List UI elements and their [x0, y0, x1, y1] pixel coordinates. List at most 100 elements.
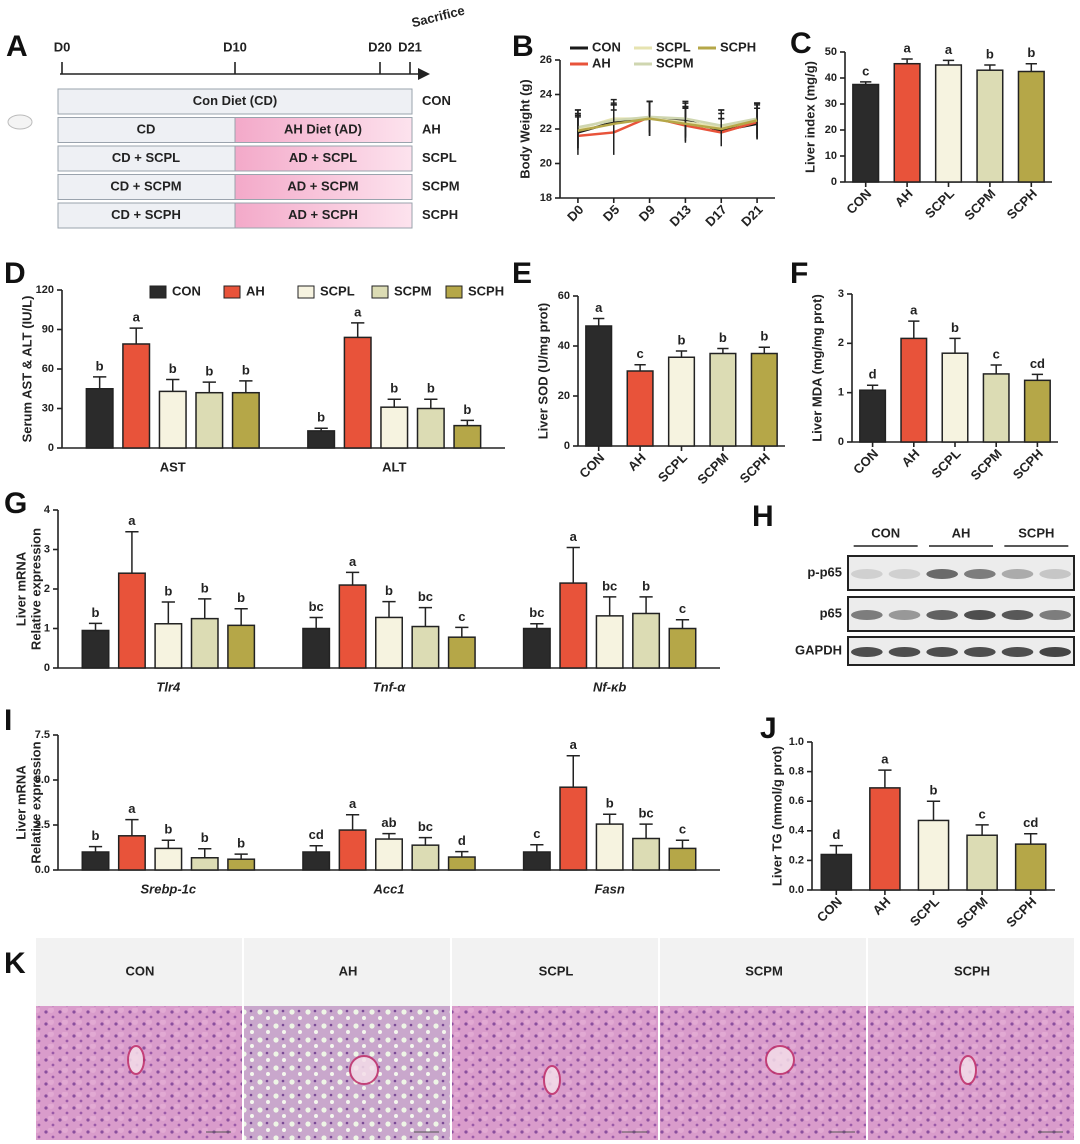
bar	[307, 430, 336, 449]
group-label: SCPH	[954, 963, 990, 978]
significance-label: a	[354, 304, 362, 319]
diet-box	[234, 202, 413, 229]
y-tick-label: 7.5	[35, 729, 50, 741]
y-tick-label: 3	[838, 288, 844, 300]
error-bar	[202, 381, 216, 393]
y-tick-label: 30	[825, 98, 837, 110]
bar	[852, 83, 880, 183]
error-bar	[942, 59, 955, 65]
bar	[117, 835, 146, 871]
bar	[982, 373, 1010, 443]
x-tick-label: D13	[666, 202, 693, 229]
significance-label: cd	[1030, 356, 1045, 371]
row-label: p65	[820, 605, 842, 620]
bar	[411, 844, 440, 871]
y-tick-label: 50	[825, 46, 837, 58]
bar	[375, 616, 403, 669]
bar	[893, 62, 921, 183]
error-bar	[424, 398, 438, 409]
significance-label: c	[458, 609, 465, 624]
diet-box	[57, 88, 413, 115]
x-tick-label: SCPM	[961, 186, 998, 223]
y-tick-label: 0.0	[35, 864, 50, 876]
panel-label: G	[4, 487, 27, 520]
significance-label: a	[595, 300, 603, 315]
bar	[632, 612, 661, 669]
panel-label: C	[790, 27, 812, 60]
significance-label: b	[606, 796, 614, 811]
error-bar	[758, 346, 770, 354]
x-tick-label: SCPL	[907, 894, 942, 929]
error-bar	[198, 848, 212, 858]
panel-label: E	[512, 257, 532, 290]
significance-label: a	[910, 303, 918, 318]
significance-label: b	[205, 364, 213, 379]
diet-label: AH Diet (AD)	[284, 121, 362, 136]
significance-label: b	[92, 828, 100, 843]
legend-label: SCPL	[656, 39, 691, 54]
error-bar	[675, 350, 688, 358]
blot-band	[964, 610, 996, 620]
significance-label: b	[385, 583, 393, 598]
error-bar	[530, 844, 544, 852]
y-tick-label: 3	[44, 543, 50, 555]
group-label: AH	[422, 121, 441, 136]
x-tick-label: SCPH	[1003, 894, 1039, 930]
error-bar	[984, 64, 996, 71]
x-tick-label: CON	[843, 186, 874, 217]
line	[577, 117, 758, 132]
y-tick-label: 0.8	[789, 766, 804, 778]
significance-label: b	[678, 332, 686, 347]
bar	[81, 629, 110, 669]
error-bar	[387, 398, 401, 408]
y-tick-label: 1	[44, 622, 50, 634]
error-bar	[593, 317, 605, 326]
timeline-label: D0	[54, 39, 71, 54]
y-axis-label: Relative expression	[28, 528, 43, 650]
y-tick-label: 4	[44, 504, 51, 516]
legend-label: CON	[172, 283, 201, 298]
significance-label: c	[862, 63, 869, 78]
error-bar	[460, 419, 474, 426]
y-tick-label: 2	[44, 583, 50, 595]
vessel	[543, 1065, 561, 1095]
bar	[338, 829, 367, 871]
bar	[380, 406, 409, 449]
diet-box	[234, 145, 413, 172]
error-bar	[566, 546, 580, 584]
x-tick-label: D5	[600, 202, 622, 224]
significance-label: b	[242, 362, 250, 377]
bar	[709, 352, 737, 447]
group-label: SCPH	[1018, 525, 1054, 540]
y-axis-label: Serum AST & ALT (IU/L)	[19, 296, 34, 443]
y-tick-label: 18	[540, 192, 552, 204]
legend-swatch	[445, 285, 463, 299]
bar	[1023, 379, 1051, 443]
error-bar	[949, 337, 961, 354]
y-tick-label: 20	[558, 390, 570, 402]
y-tick-label: 90	[42, 323, 54, 335]
error-bar	[860, 81, 872, 85]
significance-label: c	[679, 601, 686, 616]
significance-label: c	[636, 346, 643, 361]
x-tick-label: SCPM	[968, 446, 1005, 483]
bar	[227, 858, 256, 871]
y-tick-label: 1.0	[789, 736, 804, 748]
panel-label: J	[760, 712, 777, 745]
bar	[1017, 70, 1045, 183]
bar	[559, 786, 588, 871]
bar	[1014, 843, 1047, 891]
legend-label: SCPM	[656, 55, 694, 70]
error-bar	[634, 364, 646, 371]
group-label: SCPL	[539, 963, 574, 978]
y-tick-label: 2.5	[35, 819, 50, 831]
blot-band	[1039, 647, 1071, 657]
y-tick-label: 10	[825, 150, 837, 162]
y-axis-label: Liver index (mg/g)	[802, 61, 817, 173]
significance-label: b	[317, 410, 325, 425]
significance-label: b	[986, 46, 994, 61]
blot-band	[851, 569, 883, 579]
y-tick-label: 30	[42, 402, 54, 414]
significance-label: b	[237, 836, 245, 851]
significance-label: b	[164, 822, 172, 837]
